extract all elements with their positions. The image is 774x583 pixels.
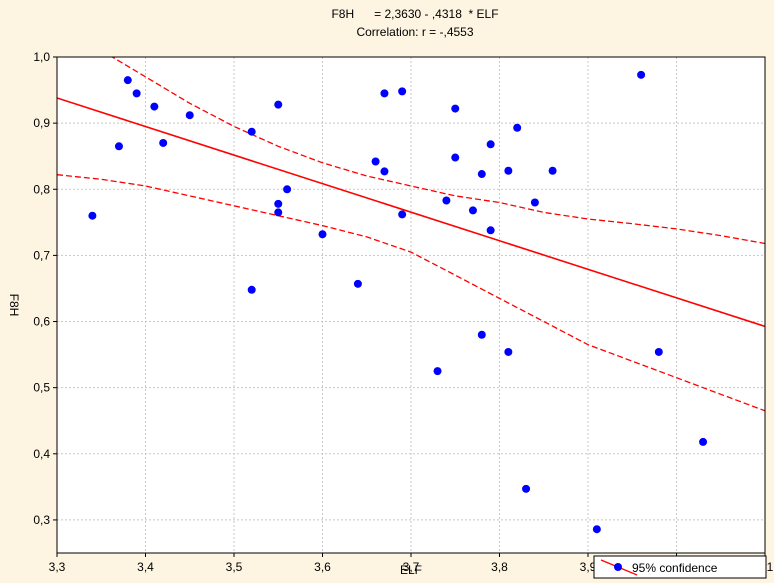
data-point xyxy=(380,89,389,98)
grid xyxy=(57,57,765,553)
data-point xyxy=(247,127,256,136)
confidence-band xyxy=(57,57,765,412)
data-point xyxy=(699,437,708,446)
data-point xyxy=(637,70,646,79)
data-point xyxy=(247,285,256,294)
data-point xyxy=(477,330,486,339)
data-point xyxy=(522,484,531,493)
data-point xyxy=(477,170,486,179)
data-point xyxy=(442,196,451,205)
data-point xyxy=(353,279,362,288)
y-axis-label: F8H xyxy=(7,294,21,317)
confidence-upper xyxy=(111,57,765,245)
x-tick-label: 3,7 xyxy=(403,560,420,574)
data-point xyxy=(398,87,407,96)
data-point xyxy=(530,198,539,207)
data-point xyxy=(159,138,168,147)
y-tick-label: 0,5 xyxy=(33,381,50,395)
data-points xyxy=(88,70,708,534)
data-point xyxy=(371,157,380,166)
y-tick-label: 0,8 xyxy=(33,182,50,196)
data-point xyxy=(433,367,442,376)
data-point xyxy=(486,226,495,235)
data-point xyxy=(283,185,292,194)
y-tick-label: 0,7 xyxy=(33,248,50,262)
legend-marker xyxy=(614,563,622,571)
y-tick-label: 0,3 xyxy=(33,513,50,527)
data-point xyxy=(150,102,159,111)
regression-fit xyxy=(57,97,765,328)
x-tick-label: 3,5 xyxy=(226,560,243,574)
chart-title: F8H = 2,3630 - ,4318 * ELF xyxy=(331,7,498,21)
x-tick-label: 3,3 xyxy=(49,560,66,574)
x-tick-label: 3,9 xyxy=(580,560,597,574)
data-point xyxy=(88,211,97,220)
data-point xyxy=(274,100,283,109)
data-point xyxy=(123,76,132,85)
data-point xyxy=(132,89,141,98)
data-point xyxy=(274,199,283,208)
data-point xyxy=(185,111,194,120)
chart-subtitle: Correlation: r = -,4553 xyxy=(356,25,473,39)
legend-label: 95% confidence xyxy=(632,561,718,575)
data-point xyxy=(504,347,513,356)
y-tick-label: 1,0 xyxy=(33,50,50,64)
x-tick-label: 3,4 xyxy=(137,560,154,574)
data-point xyxy=(451,104,460,113)
x-tick-label: 3,6 xyxy=(314,560,331,574)
y-tick-label: 0,4 xyxy=(33,447,50,461)
y-tick-label: 0,6 xyxy=(33,315,50,329)
confidence-lower xyxy=(57,174,765,412)
data-point xyxy=(513,123,522,132)
data-point xyxy=(114,142,123,151)
y-tick-label: 0,9 xyxy=(33,116,50,130)
data-point xyxy=(318,230,327,239)
x-axis-label: ELF xyxy=(400,563,422,577)
data-point xyxy=(654,347,663,356)
data-point xyxy=(274,208,283,217)
data-point xyxy=(592,525,601,534)
data-point xyxy=(451,153,460,162)
data-point xyxy=(380,167,389,176)
legend-box xyxy=(593,555,767,579)
data-point xyxy=(486,140,495,149)
data-point xyxy=(398,210,407,219)
data-point xyxy=(504,166,513,175)
data-point xyxy=(468,206,477,215)
regression-line xyxy=(57,97,765,328)
legend: 95% confidence xyxy=(593,555,767,579)
x-tick-label: 3,8 xyxy=(491,560,508,574)
data-point xyxy=(548,166,557,175)
